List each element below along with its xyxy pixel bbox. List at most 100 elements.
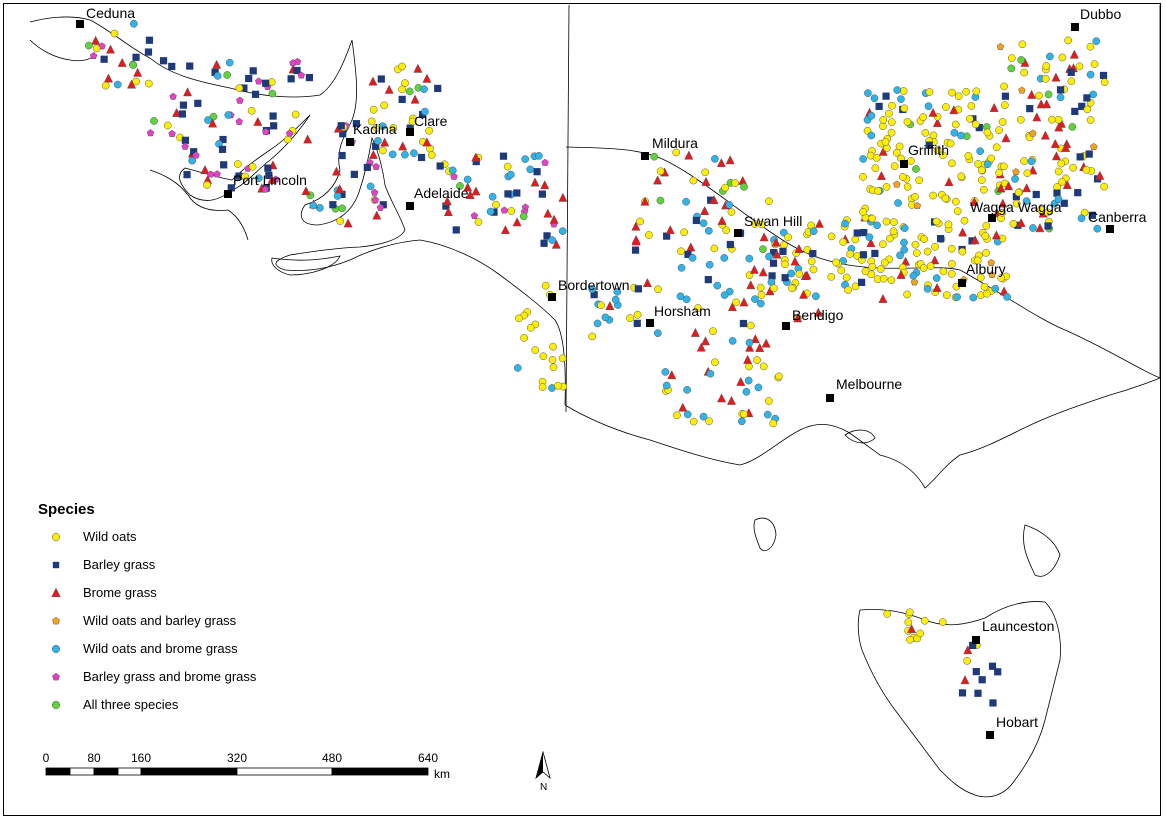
species-point [965,114,974,123]
species-point [329,201,337,209]
species-point [1056,93,1065,102]
species-point [983,160,992,169]
species-point [548,236,557,244]
species-point [948,260,956,268]
species-point [338,151,346,160]
species-point [1012,167,1020,176]
species-point [352,120,360,128]
species-point [880,258,889,267]
species-point [957,131,965,140]
species-point [631,234,641,244]
species-point [803,245,812,254]
species-point [601,313,610,322]
species-point [227,184,235,192]
species-point [422,137,432,147]
species-point [633,310,642,319]
city-label: Melbourne [836,376,902,392]
scale-segment [69,767,95,776]
species-point [851,282,860,291]
species-point [779,247,787,255]
species-point [1014,188,1023,197]
species-point [844,286,852,294]
species-point [247,106,256,115]
species-point [1083,94,1091,102]
species-point [500,206,509,214]
species-point [513,189,521,197]
species-point [211,68,219,76]
species-point [970,235,980,245]
species-point [268,89,277,98]
species-point [1004,181,1014,191]
species-point [159,57,168,65]
species-point [253,116,263,126]
species-point [1099,71,1108,80]
species-point [879,240,887,249]
species-point [331,166,341,176]
city-marker [646,319,654,327]
species-point [900,104,909,113]
species-point [982,248,990,257]
species-point [738,417,746,426]
species-point [220,161,228,169]
species-point [981,232,990,240]
species-point [84,41,93,50]
species-point [539,352,548,361]
legend-marker [52,672,60,681]
species-point [683,386,691,394]
species-point [736,376,746,386]
species-point [1085,150,1093,158]
species-point [690,327,700,337]
species-point [1020,68,1029,77]
species-point [951,120,960,129]
species-point [549,363,558,372]
species-point [626,314,634,322]
species-point [338,190,346,198]
legend-marker [51,644,61,654]
species-point [982,289,991,298]
species-point [882,92,890,100]
species-point [233,160,242,168]
species-point [953,207,962,215]
species-point [939,267,948,276]
species-point [343,218,353,228]
species-point [422,73,432,83]
species-point [377,75,385,83]
species-point [388,150,397,159]
species-point [996,183,1006,193]
species-point [745,338,754,347]
species-point [947,269,956,278]
city-label: Mildura [652,135,698,151]
species-point [611,295,620,304]
species-point [975,124,983,132]
cities: Ceduna Kadina Clare Port Lincoln Adelaide Mil… [76,5,1147,739]
species-point [1076,153,1084,161]
species-point [701,168,709,177]
species-point [531,346,540,354]
species-point [283,135,292,144]
species-point [372,210,382,220]
species-point [534,152,543,160]
species-point [264,164,272,172]
species-point [987,154,995,163]
species-point [706,369,715,378]
species-point [1086,116,1095,124]
species-point [1051,72,1061,82]
species-point [688,253,697,262]
species-point [208,118,218,128]
species-point [894,199,902,207]
species-point [931,242,939,251]
species-point [699,219,708,228]
species-point [520,334,528,342]
species-point [912,165,920,173]
species-point [1100,182,1108,191]
vic-nsw-border [565,146,1161,379]
species-point [303,134,313,144]
species-point [967,102,976,110]
species-point [636,217,644,226]
species-point [682,197,690,206]
city-marker [548,293,556,301]
species-point [911,192,919,201]
city-marker [76,20,84,28]
species-point [642,277,652,287]
species-point [860,228,868,237]
